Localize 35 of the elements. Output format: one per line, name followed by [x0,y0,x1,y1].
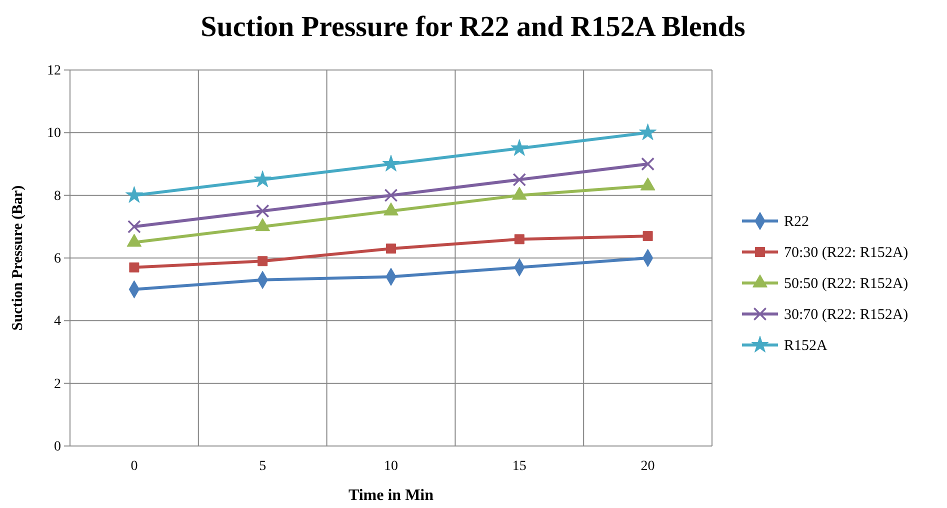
point [386,244,396,254]
x-tick-label: 5 [259,458,266,474]
legend-label: R22 [784,214,810,230]
y-tick-label: 0 [54,439,61,454]
point [254,170,272,188]
point [125,186,143,203]
point [127,220,141,234]
point [510,139,528,156]
y-tick-label: 10 [47,126,61,142]
y-tick-label: 4 [54,314,61,330]
point [384,188,398,202]
x-axis-title: Time in Min [348,487,434,504]
point [382,154,400,172]
legend-label: 30:70 (R22: R152A) [784,307,908,323]
point [639,123,657,140]
x-tick-label: 10 [384,458,398,474]
legend-label: R152A [784,338,828,354]
point [256,204,270,218]
y-axis-title: Suction Pressure (Bar) [10,185,26,331]
point [258,256,268,266]
legend-label: 70:30 (R22: R152A) [784,245,908,261]
y-tick-label: 2 [54,376,61,392]
x-tick-label: 20 [640,458,655,474]
y-tick-label: 12 [47,63,61,78]
x-tick-label: 0 [130,458,138,474]
x-tick-label: 15 [512,458,526,474]
y-tick-label: 8 [54,188,61,204]
point [512,172,526,186]
point [129,262,140,272]
point [514,234,524,244]
point [641,157,655,171]
y-tick-label: 6 [54,251,61,266]
point [642,231,653,242]
legend-label: 50:50 (R22: R152A) [784,276,908,292]
chart-title: Suction Pressure for R22 and R152A Blends [200,11,746,43]
